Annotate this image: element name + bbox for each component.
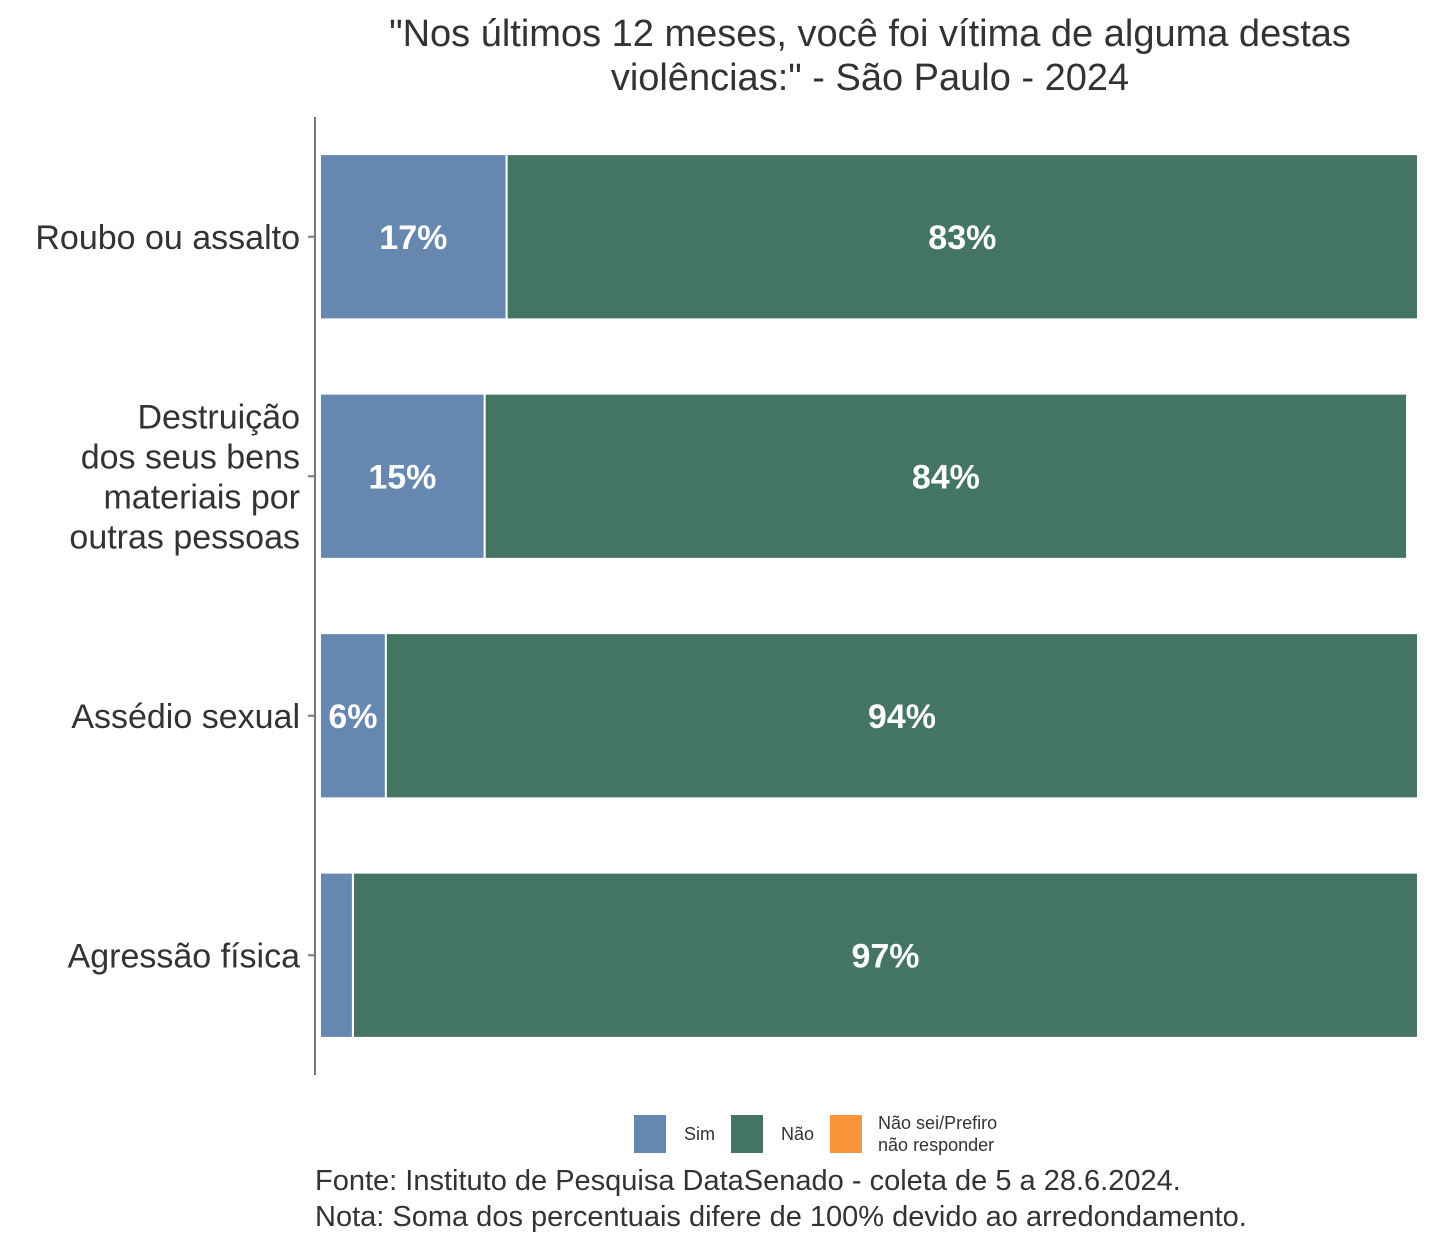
legend-label-nao-sei: Não sei/Prefiro não responder [878, 1113, 998, 1155]
data-label: 17% [379, 219, 447, 257]
category-label: Agressão física [68, 937, 301, 975]
bar-segment-nao [351, 871, 1420, 1039]
chart-caption: Fonte: Instituto de Pesquisa DataSenado … [315, 1163, 1247, 1235]
legend-swatch-nao [731, 1115, 763, 1153]
caption-note: Nota: Soma dos percentuais difere de 100… [315, 1201, 1247, 1233]
category-label-line: materiais por [103, 478, 300, 516]
data-label: 94% [868, 698, 936, 736]
caption-source: Fonte: Instituto de Pesquisa DataSenado … [315, 1165, 1181, 1197]
chart-title-line-2: violências:" - São Paulo - 2024 [610, 57, 1130, 99]
category-label-line: Assédio sexual [71, 698, 300, 736]
legend-item-nao-sei: Não sei/Prefiro não responder [830, 1112, 1005, 1156]
category-label-line: dos seus bens [81, 438, 300, 476]
category-label: Roubo ou assalto [35, 219, 300, 257]
bar-segment-nao [505, 153, 1420, 321]
chart-title: "Nos últimos 12 meses, você foi vítima d… [310, 12, 1430, 100]
bar-segment-nao [384, 632, 1419, 800]
category-label-line: Agressão física [68, 937, 301, 975]
legend-swatch-nao-sei [830, 1115, 863, 1153]
data-label: 97% [851, 937, 919, 975]
legend-item-nao: Não [731, 1115, 822, 1153]
chart-title-line-1: "Nos últimos 12 meses, você foi vítima d… [389, 13, 1351, 55]
legend-item-sim: Sim [634, 1115, 723, 1153]
legend-label-sim: Sim [684, 1124, 715, 1144]
category-label-line: Roubo ou assalto [35, 219, 300, 257]
bar-segment-sim [319, 153, 508, 321]
data-label: 6% [328, 698, 377, 736]
category-label-line: Destruição [137, 398, 300, 436]
bar-segment-sim [319, 392, 486, 560]
bar-segment-sim [319, 871, 354, 1039]
data-label: 15% [368, 458, 436, 496]
category-label: Assédio sexual [71, 698, 300, 736]
category-label-line: outras pessoas [69, 518, 300, 556]
data-label: 84% [912, 458, 980, 496]
data-label: 83% [928, 219, 996, 257]
chart-legend: Sim Não Não sei/Prefiro não responder [634, 1112, 1013, 1156]
stacked-bar-chart: Roubo ou assalto 17% 83% Destruição dos seus… [35, 117, 1420, 1075]
legend-swatch-sim [634, 1115, 666, 1153]
category-label: Destruição dos seus bens materiais por outr… [69, 398, 300, 556]
bar-segment-sim [319, 632, 387, 800]
legend-label-nao: Não [781, 1124, 815, 1144]
bar-segment-nao [483, 392, 1409, 560]
